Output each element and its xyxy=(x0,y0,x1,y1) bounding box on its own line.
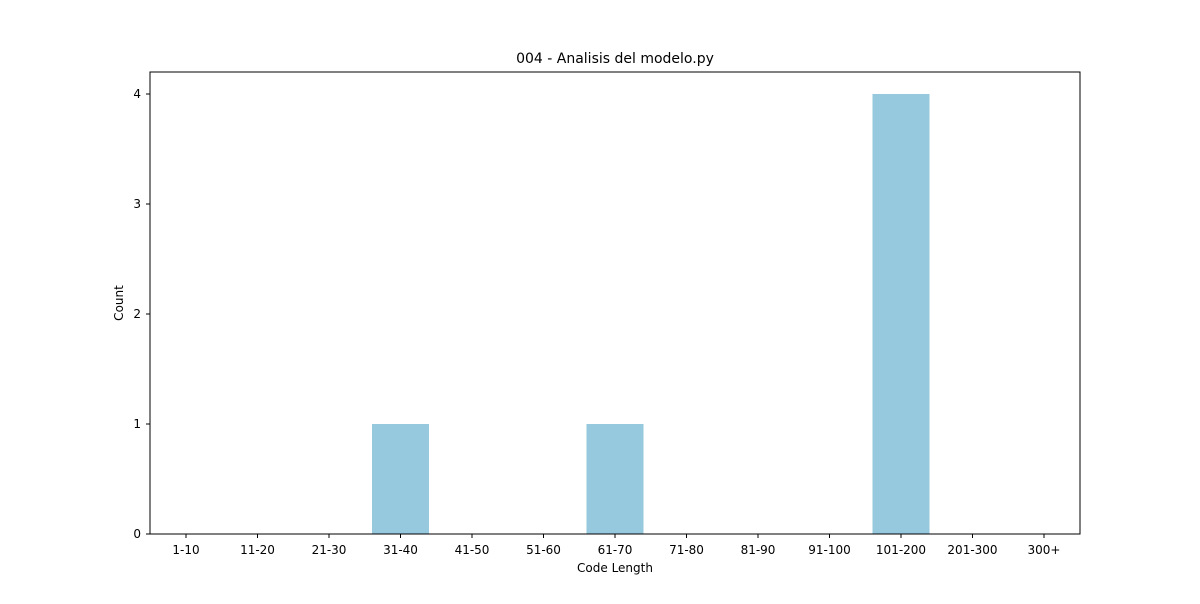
x-tick-label: 300+ xyxy=(1028,543,1061,557)
x-tick-label: 41-50 xyxy=(455,543,490,557)
x-axis-label: Code Length xyxy=(577,561,653,575)
bar-31-40 xyxy=(372,424,429,534)
y-tick-label: 3 xyxy=(133,197,141,211)
bar-101-200 xyxy=(872,94,930,534)
x-tick-label: 61-70 xyxy=(598,543,633,557)
x-tick-label: 201-300 xyxy=(947,543,997,557)
x-tick-label: 71-80 xyxy=(669,543,704,557)
x-tick-label: 91-100 xyxy=(808,543,851,557)
y-axis-ticks: 0 1 2 3 4 xyxy=(133,87,150,541)
bars-group xyxy=(372,94,930,534)
x-axis-ticks: 1-10 11-20 21-30 31-40 41-50 51-60 61-70 71-80 8… xyxy=(172,534,1060,557)
plot-frame xyxy=(149,71,1081,535)
chart-title: 004 - Analisis del modelo.py xyxy=(516,51,714,67)
y-tick-label: 4 xyxy=(133,87,141,101)
y-tick-label: 1 xyxy=(133,417,141,431)
x-tick-label: 21-30 xyxy=(312,543,347,557)
y-tick-label: 2 xyxy=(133,307,141,321)
y-tick-label: 0 xyxy=(133,527,141,541)
x-tick-label: 31-40 xyxy=(383,543,418,557)
y-axis-label: Count xyxy=(112,285,126,321)
bar-61-70 xyxy=(586,424,644,534)
x-tick-label: 11-20 xyxy=(240,543,275,557)
x-tick-label: 81-90 xyxy=(741,543,776,557)
x-tick-label: 51-60 xyxy=(526,543,561,557)
x-tick-label: 101-200 xyxy=(876,543,926,557)
x-tick-label: 1-10 xyxy=(172,543,199,557)
